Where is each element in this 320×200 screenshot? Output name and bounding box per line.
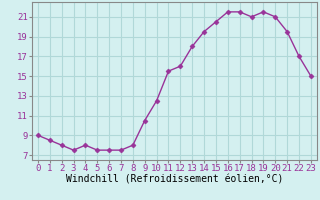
X-axis label: Windchill (Refroidissement éolien,°C): Windchill (Refroidissement éolien,°C) [66, 175, 283, 185]
